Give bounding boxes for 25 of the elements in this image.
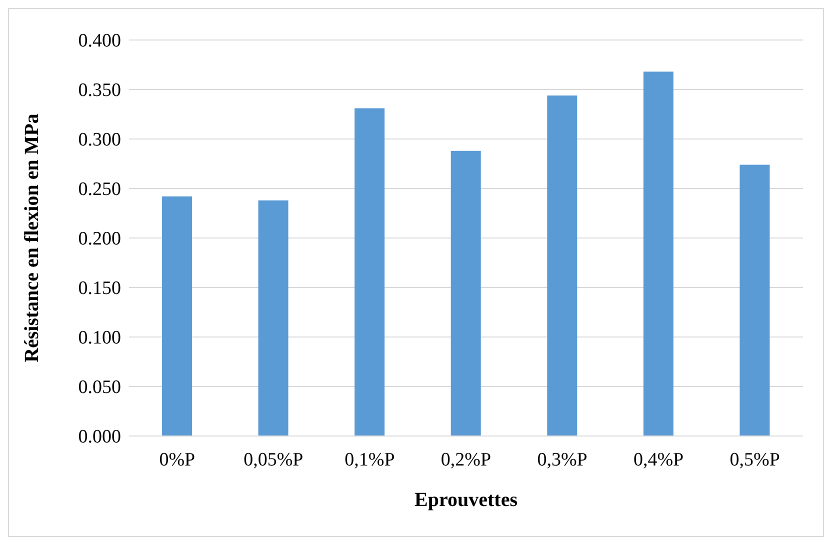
- y-tick-label: 0.050: [78, 377, 121, 398]
- y-tick-label: 0.300: [78, 130, 121, 151]
- y-axis-title: Résistance en flexion en MPa: [21, 114, 44, 362]
- x-tick-label: 0,5%P: [730, 449, 780, 470]
- y-tick-label: 0.100: [78, 328, 121, 349]
- bar: [643, 72, 674, 436]
- y-tick-label: 0.000: [78, 426, 121, 448]
- y-tick-label: 0.150: [78, 278, 121, 300]
- bar: [162, 196, 192, 436]
- bar: [450, 150, 481, 436]
- bar: [258, 200, 288, 436]
- bar: [547, 95, 578, 436]
- y-tick-label: 0.350: [78, 80, 121, 102]
- x-tick-label: 0,2%P: [440, 449, 492, 470]
- x-axis-title: Eprouvettes: [414, 489, 518, 511]
- bar: [354, 108, 385, 436]
- x-tick-label: 0,3%P: [537, 449, 588, 470]
- y-tick-label: 0.250: [78, 179, 121, 200]
- x-tick-label: 0,05%P: [244, 449, 304, 470]
- x-tick-label: 0%P: [159, 449, 196, 470]
- x-tick-label: 0,4%P: [633, 449, 684, 470]
- x-tick-label: 0,1%P: [344, 449, 395, 470]
- bar: [740, 164, 770, 436]
- y-tick-label: 0.400: [78, 30, 121, 52]
- y-tick-label: 0.200: [78, 228, 121, 250]
